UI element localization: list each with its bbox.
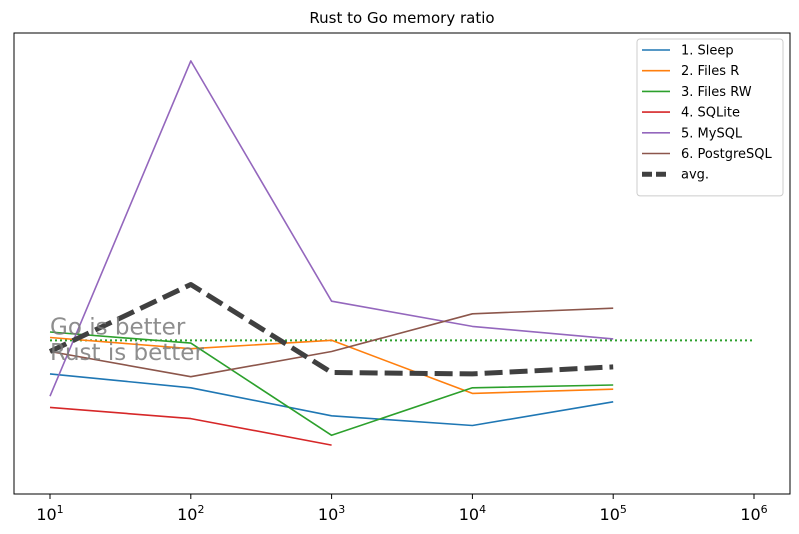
series-line-4	[49, 406, 332, 446]
plot-area	[48, 60, 754, 446]
x-tick-label: 105	[600, 503, 627, 524]
legend-label-3: 3. Files RW	[681, 85, 752, 100]
x-tick-label: 106	[740, 503, 767, 524]
axes-frame	[13, 32, 791, 495]
annotation-rust-is-better: Rust is better	[50, 340, 204, 366]
series-line-2	[49, 336, 614, 395]
legend-label-6: 6. PostgreSQL	[681, 147, 773, 162]
legend-label-2: 2. Files R	[681, 64, 739, 79]
legend-box	[636, 38, 784, 197]
x-tick-label: 101	[36, 503, 63, 524]
series-line-6	[49, 307, 614, 378]
legend-label-4: 4. SQLite	[681, 106, 740, 121]
legend-label-1: 1. Sleep	[681, 44, 734, 59]
x-tick-label: 104	[459, 503, 486, 524]
x-tick-label: 102	[177, 503, 204, 524]
series-line-5	[49, 60, 614, 397]
legend-label-7: avg.	[681, 168, 709, 183]
legend: 1. Sleep 2. Files R 3. Files RW 4. SQLite 5.…	[636, 38, 784, 197]
x-axis-ticks: 101 102 103 104 105 106	[36, 494, 768, 524]
series-line-3	[49, 331, 614, 437]
chart-title: Rust to Go memory ratio	[309, 9, 494, 27]
x-tick-label: 103	[318, 503, 345, 524]
series-line-1	[49, 373, 614, 427]
series-line-7	[48, 282, 614, 377]
annotation-go-is-better: Go is better	[50, 315, 186, 341]
legend-label-5: 5. MySQL	[681, 126, 743, 141]
